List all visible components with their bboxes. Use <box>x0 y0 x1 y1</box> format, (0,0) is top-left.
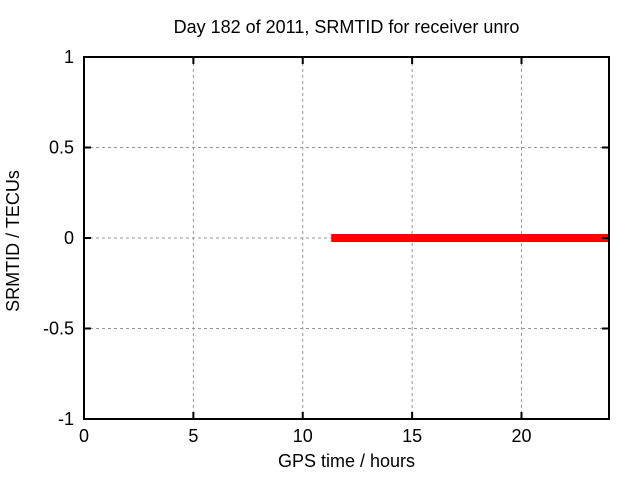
x-tick-label: 10 <box>293 426 313 446</box>
x-tick-label: 15 <box>402 426 422 446</box>
y-tick-label: 1 <box>64 47 74 67</box>
x-axis-label: GPS time / hours <box>277 451 416 471</box>
y-tick-label: 0.5 <box>49 138 74 158</box>
y-tick-label: -1 <box>58 409 74 429</box>
y-tick-label: 0 <box>64 228 74 248</box>
y-tick-label: -0.5 <box>43 319 74 339</box>
x-tick-label: 20 <box>511 426 531 446</box>
chart-title: Day 182 of 2011, SRMTID for receiver unr… <box>173 17 520 37</box>
x-tick-label: 5 <box>188 426 198 446</box>
x-tick-label: 0 <box>79 426 89 446</box>
